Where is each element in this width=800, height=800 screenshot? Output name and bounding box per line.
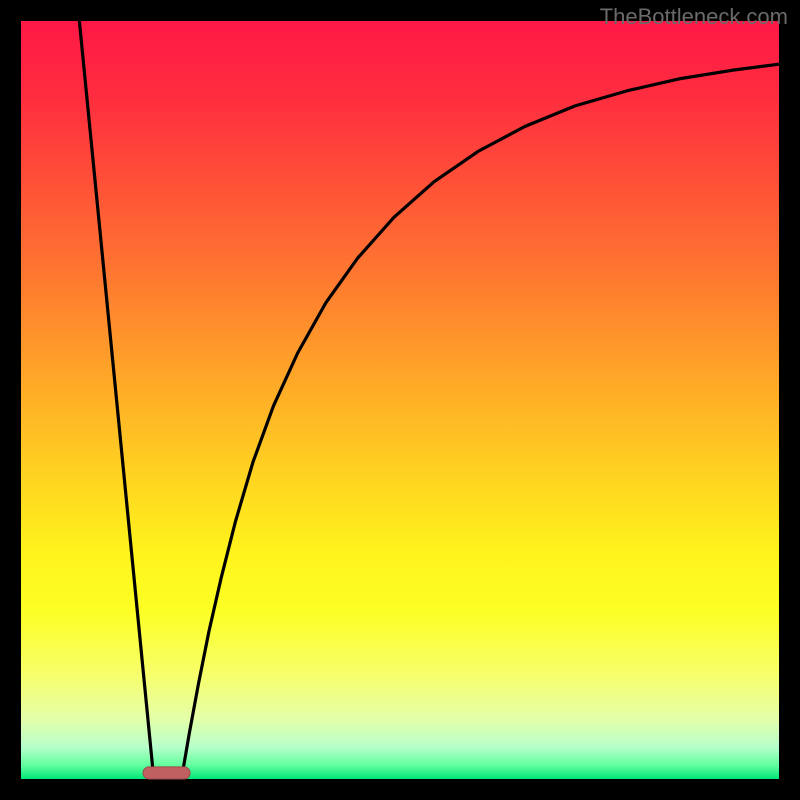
watermark-text: TheBottleneck.com: [600, 4, 788, 30]
plot-area: [21, 21, 779, 779]
bottleneck-marker: [143, 767, 190, 779]
bottleneck-chart: [0, 0, 800, 800]
chart-container: TheBottleneck.com: [0, 0, 800, 800]
